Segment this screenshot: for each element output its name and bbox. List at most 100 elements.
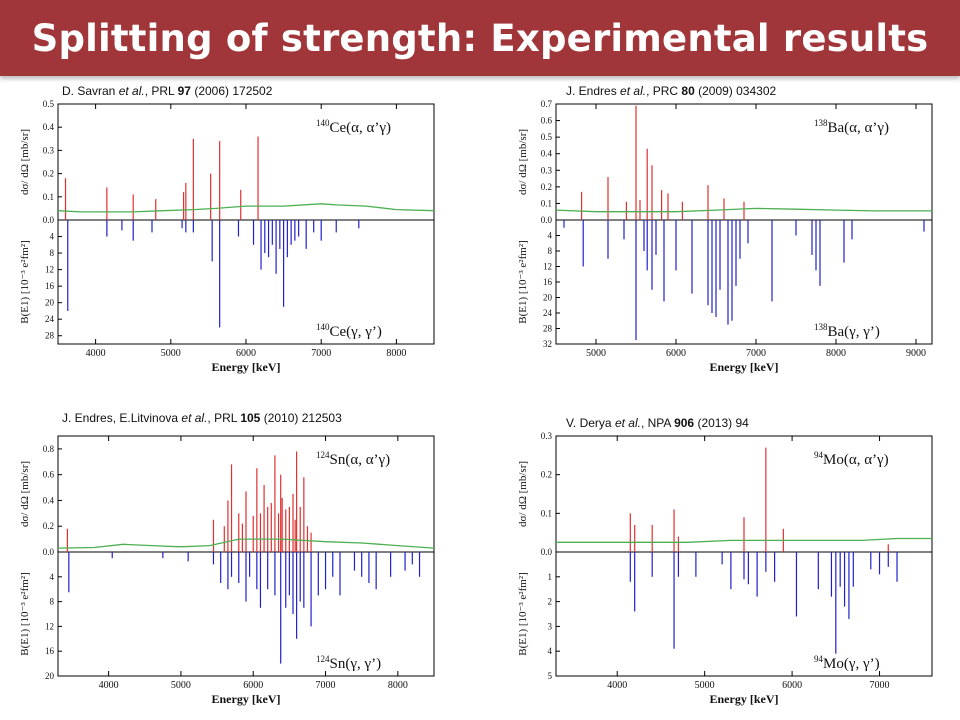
- y-tick-label-top: 0.2: [541, 470, 552, 480]
- y-axis-label-bottom: B(E1) [10⁻³ e²fm²]: [517, 572, 529, 656]
- x-tick-label: 7000: [311, 348, 331, 359]
- citation-authors: J. Endres, E.Litvinova: [62, 411, 179, 425]
- y-tick-label-bottom: 12: [45, 621, 54, 631]
- citation-rest: (2010) 212503: [260, 411, 342, 425]
- y-tick-label-bottom: 4: [548, 646, 553, 656]
- reaction-label-bottom: 140Ce(γ, γ’): [316, 322, 382, 340]
- y-tick-label-top: 0.1: [43, 192, 54, 202]
- citation-authors: V. Derya: [566, 416, 612, 430]
- reaction-label-bottom: 94Mo(γ, γ’): [814, 654, 880, 672]
- x-tick-label: 8000: [386, 348, 406, 359]
- y-tick-label-bottom: 8: [548, 246, 553, 256]
- y-tick-label-bottom: 16: [543, 277, 553, 287]
- y-tick-label-top: 0.0: [43, 215, 55, 225]
- citation-ba138: J. Endres et al., PRC 80 (2009) 034302: [566, 84, 776, 98]
- y-tick-label-top: 0.6: [541, 116, 553, 126]
- citation-volume: 105: [240, 411, 261, 425]
- y-tick-label-bottom: 4: [50, 572, 55, 582]
- y-tick-label-top: 0.0: [43, 547, 55, 557]
- reaction-label-top: 124Sn(α, α’γ): [316, 450, 390, 468]
- x-tick-label: 5000: [171, 680, 191, 691]
- citation-authors: J. Endres: [566, 84, 617, 98]
- x-tick-label: 9000: [906, 348, 926, 359]
- y-tick-label-top: 0.3: [43, 145, 55, 155]
- x-axis-label: Energy [keV]: [212, 692, 281, 706]
- y-tick-label-top: 0.2: [541, 182, 552, 192]
- y-tick-label-top: 0.5: [541, 132, 553, 142]
- citation-volume: 80: [681, 84, 695, 98]
- y-tick-label-top: 0.8: [43, 444, 55, 454]
- chart-ba138: 0.0 0.1 0.2 0.3 0.4 0.5 0.6 0.7 4 8 12 16 20 24 28 32 50…: [517, 99, 933, 374]
- reaction-label-top: 138Ba(α, α’γ): [814, 118, 889, 136]
- y-tick-label-bottom: 2: [548, 597, 553, 607]
- y-tick-label-bottom: 8: [50, 597, 55, 607]
- plot-frame: [555, 103, 933, 345]
- citation-etal: et al.: [181, 411, 208, 425]
- y-tick-label-top: 0.4: [43, 495, 55, 505]
- x-tick-label: 4000: [99, 680, 119, 691]
- citation-sn124: J. Endres, E.Litvinova et al., PRL 105 (…: [62, 411, 342, 425]
- y-axis-label-bottom: B(E1) [10⁻³ e²fm²]: [19, 572, 31, 656]
- x-tick-label: 8000: [388, 680, 408, 691]
- x-tick-label: 7000: [870, 680, 890, 691]
- x-axis-label: Energy [keV]: [710, 360, 779, 374]
- chart-ce140: 0.0 0.1 0.2 0.3 0.4 0.5 4 8 12 16 20 24 28 4000 5000 60…: [19, 99, 435, 374]
- x-tick-label: 8000: [826, 348, 846, 359]
- reaction-label-bottom: 124Sn(γ, γ’): [316, 654, 381, 672]
- x-tick-label: 5000: [161, 348, 181, 359]
- x-tick-label: 7000: [316, 680, 336, 691]
- y-axis-label-top: dσ/ dΩ [mb/sr]: [517, 129, 529, 195]
- y-tick-label-bottom: 12: [45, 265, 54, 275]
- y-tick-label-bottom: 28: [543, 324, 553, 334]
- y-tick-label-top: 0.3: [541, 165, 553, 175]
- y-axis-label-top: dσ/ dΩ [mb/sr]: [19, 461, 31, 527]
- y-tick-label-bottom: 20: [45, 671, 55, 681]
- citation-rest: (2006) 172502: [190, 84, 273, 98]
- citation-etal: et al.: [614, 416, 641, 430]
- reaction-label-top: 140Ce(α, α’γ): [316, 118, 391, 136]
- y-tick-label-top: 0.1: [541, 508, 552, 518]
- y-axis-label-top: dσ/ dΩ [mb/sr]: [19, 129, 31, 195]
- x-tick-label: 4000: [86, 348, 106, 359]
- y-tick-label-top: 0.2: [43, 521, 54, 531]
- y-tick-label-bottom: 12: [543, 262, 552, 272]
- x-tick-label: 6000: [243, 680, 263, 691]
- citation-ce140: D. Savran et al., PRL 97 (2006) 172502: [62, 84, 272, 98]
- citation-journal: , PRL: [144, 84, 178, 98]
- chart-sn124: 0.0 0.2 0.4 0.6 0.8 4 8 12 16 20 4000 5000 6000 7000 8…: [19, 435, 435, 706]
- threshold-line: [57, 203, 435, 213]
- y-tick-label-bottom: 3: [548, 621, 553, 631]
- y-axis-label-top: dσ/ dΩ [mb/sr]: [517, 461, 529, 527]
- y-tick-label-bottom: 24: [543, 308, 553, 318]
- slide-title: Splitting of strength: Experimental resu…: [31, 16, 929, 60]
- x-tick-label: 5000: [695, 680, 715, 691]
- x-tick-label: 6000: [666, 348, 686, 359]
- y-axis-label-bottom: B(E1) [10⁻³ e²fm²]: [517, 240, 529, 324]
- reaction-label-bottom: 138Ba(γ, γ’): [814, 322, 880, 340]
- y-tick-label-bottom: 5: [548, 671, 553, 681]
- citation-journal: , PRL: [207, 411, 241, 425]
- y-tick-label-bottom: 20: [45, 298, 55, 308]
- citation-mo94: V. Derya et al., NPA 906 (2013) 94: [566, 416, 749, 430]
- x-axis-label: Energy [keV]: [212, 360, 281, 374]
- y-tick-label-top: 0.5: [43, 99, 55, 109]
- citation-volume: 906: [674, 416, 695, 430]
- y-tick-label-bottom: 28: [45, 331, 55, 341]
- threshold-line: [556, 537, 932, 543]
- x-axis-label: Energy [keV]: [710, 692, 779, 706]
- citation-journal: , NPA: [640, 416, 675, 430]
- y-tick-label-top: 0.3: [541, 431, 553, 441]
- plot-frame: [57, 103, 435, 345]
- citation-volume: 97: [177, 84, 191, 98]
- x-tick-label: 6000: [236, 348, 256, 359]
- y-tick-label-top: 0.0: [541, 547, 553, 557]
- x-tick-label: 5000: [586, 348, 606, 359]
- y-tick-label-top: 0.1: [541, 198, 552, 208]
- y-tick-label-top: 0.4: [43, 122, 55, 132]
- citation-authors: D. Savran: [62, 84, 116, 98]
- chart-mo94: 0.0 0.1 0.2 0.3 1 2 3 4 5 4000 5000 6000 7000 Energy …: [517, 431, 933, 706]
- threshold-line: [57, 538, 435, 549]
- y-tick-label-bottom: 4: [50, 232, 55, 242]
- title-bar: Splitting of strength: Experimental resu…: [0, 0, 960, 76]
- citation-etal: et al.: [118, 84, 145, 98]
